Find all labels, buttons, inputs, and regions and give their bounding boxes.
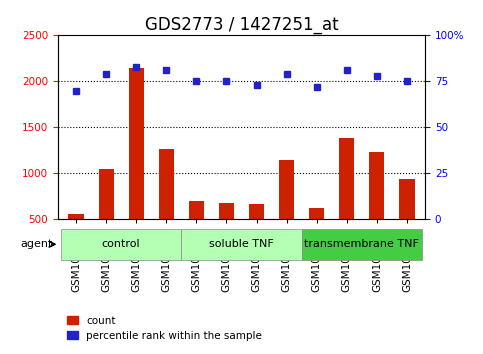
Title: GDS2773 / 1427251_at: GDS2773 / 1427251_at — [145, 16, 338, 34]
FancyBboxPatch shape — [302, 229, 422, 260]
Text: transmembrane TNF: transmembrane TNF — [304, 239, 419, 249]
Text: agent: agent — [21, 239, 53, 249]
Bar — [69, 215, 84, 266]
Bar — [249, 204, 264, 266]
Bar — [159, 149, 174, 266]
Bar — [339, 138, 355, 266]
Bar — [99, 169, 114, 266]
FancyBboxPatch shape — [181, 229, 302, 260]
Bar — [189, 201, 204, 266]
Text: soluble TNF: soluble TNF — [209, 239, 274, 249]
Bar — [219, 203, 234, 266]
Bar — [279, 160, 294, 266]
Bar — [369, 152, 384, 266]
Bar — [128, 68, 144, 266]
Legend: count, percentile rank within the sample: count, percentile rank within the sample — [63, 312, 266, 345]
Bar — [399, 179, 414, 266]
Bar — [309, 209, 324, 266]
FancyBboxPatch shape — [61, 229, 181, 260]
Text: control: control — [102, 239, 141, 249]
